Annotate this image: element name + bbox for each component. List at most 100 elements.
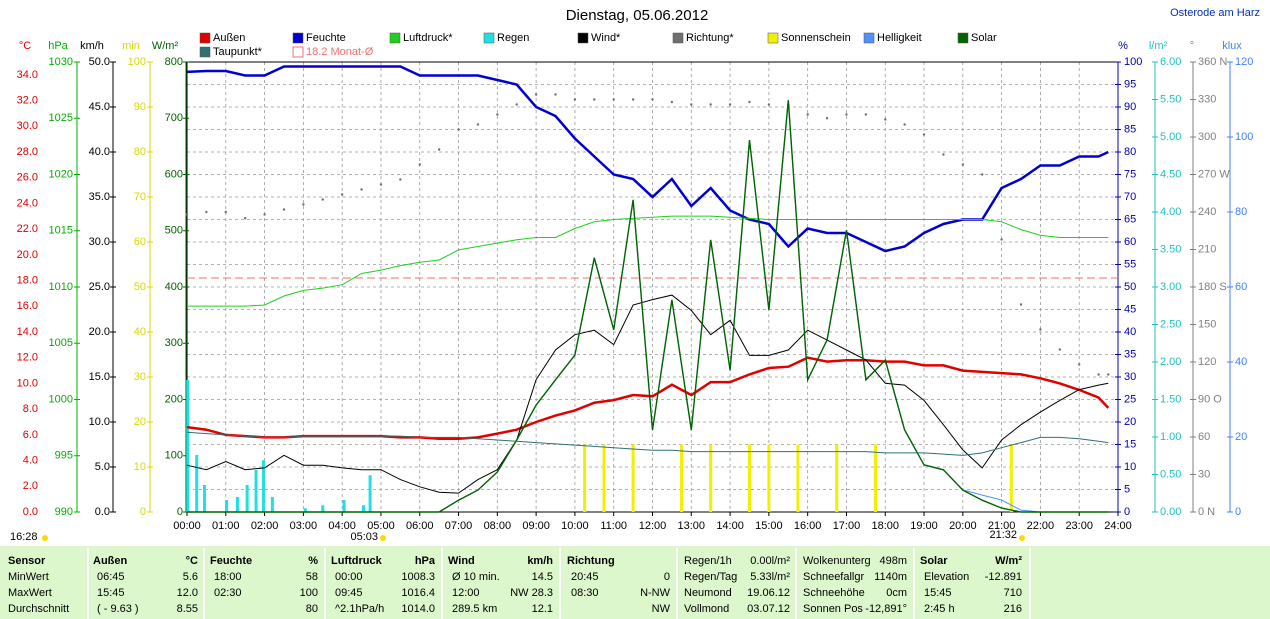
y-tick-label: 100 bbox=[1124, 56, 1142, 68]
point bbox=[534, 93, 538, 96]
y-tick-label: 2.0 bbox=[23, 480, 38, 492]
y-tick-label: 60 bbox=[1198, 431, 1210, 443]
y-tick-label: 100 bbox=[128, 56, 146, 68]
cell: 19.06.12 bbox=[747, 587, 790, 599]
x-tick-label: 03:00 bbox=[290, 520, 318, 532]
y-tick-label: 150 bbox=[1198, 318, 1216, 330]
x-tick-label: 10:00 bbox=[561, 520, 589, 532]
y-tick-label: 8.0 bbox=[23, 403, 38, 415]
y-tick-label: 90 bbox=[1124, 101, 1136, 113]
bar bbox=[245, 485, 249, 512]
cell: 02:30 bbox=[214, 587, 242, 599]
y-tick-label: 1010 bbox=[49, 281, 73, 293]
y-tick-label: 5 bbox=[1124, 483, 1130, 495]
legend-label: Richtung* bbox=[686, 32, 734, 44]
legend-swatch bbox=[292, 32, 304, 44]
x-tick-label: 20:00 bbox=[949, 520, 977, 532]
y-tick-label: 10.0 bbox=[17, 377, 38, 389]
cell: 08:30 bbox=[571, 587, 599, 599]
y-tick-label: 60 bbox=[1124, 236, 1136, 248]
y-tick-label: 60 bbox=[1235, 281, 1247, 293]
column-unit: hPa bbox=[415, 555, 436, 567]
legend-label: Sonnenschein bbox=[781, 32, 851, 44]
x-tick-label: 17:00 bbox=[833, 520, 861, 532]
y-tick-label: 2.50 bbox=[1160, 318, 1181, 330]
y-tick-label: 70 bbox=[134, 191, 146, 203]
y-tick-label: 55 bbox=[1124, 258, 1136, 270]
point bbox=[496, 113, 499, 116]
point bbox=[845, 113, 848, 116]
point bbox=[1019, 303, 1023, 306]
point bbox=[728, 103, 732, 106]
cell: 20:45 bbox=[571, 571, 599, 583]
x-tick-label: 22:00 bbox=[1027, 520, 1055, 532]
bar bbox=[202, 485, 206, 512]
y-tick-label: 20 bbox=[1235, 431, 1247, 443]
x-tick-label: 16:00 bbox=[794, 520, 822, 532]
point bbox=[806, 113, 809, 116]
y-tick-label: 30 bbox=[1198, 468, 1210, 480]
cell: 14.5 bbox=[532, 571, 553, 583]
bar bbox=[583, 444, 587, 512]
point bbox=[205, 210, 208, 214]
sun-icon bbox=[1019, 535, 1025, 541]
point bbox=[282, 208, 286, 211]
y-tick-label: 1020 bbox=[49, 168, 73, 180]
y-tick-label: 330 bbox=[1198, 93, 1216, 105]
y-tick-label: 65 bbox=[1124, 213, 1136, 225]
y-tick-label: 45 bbox=[1124, 303, 1136, 315]
cell: 710 bbox=[1004, 587, 1022, 599]
legend-swatch bbox=[199, 46, 211, 58]
y-tick-label: 80 bbox=[134, 146, 146, 158]
series-line bbox=[186, 294, 1109, 494]
y-tick-label: 45.0 bbox=[89, 101, 110, 113]
y-tick-label: 6.0 bbox=[23, 429, 38, 441]
cell: 100 bbox=[300, 587, 318, 599]
cell: Wolkenunterg bbox=[803, 555, 871, 567]
bar bbox=[342, 500, 346, 512]
y-tick-label: 95 bbox=[1124, 78, 1136, 90]
y-tick-label: 1025 bbox=[49, 112, 73, 124]
y-tick-label: 120 bbox=[1198, 356, 1216, 368]
y-tick-label: 50 bbox=[1124, 281, 1136, 293]
x-tick-label: 24:00 bbox=[1104, 520, 1132, 532]
y-tick-label: 5.00 bbox=[1160, 131, 1181, 143]
cell: 5.33l/m² bbox=[750, 571, 790, 583]
y-tick-label: 300 bbox=[165, 337, 183, 349]
x-tick-label: 05:00 bbox=[367, 520, 395, 532]
cell: 1014.0 bbox=[401, 603, 435, 615]
column-header: Richtung bbox=[567, 555, 615, 567]
y-tick-label: 5.0 bbox=[95, 461, 110, 473]
y-tick-label: 995 bbox=[55, 450, 73, 462]
cell: Regen/Tag bbox=[684, 571, 737, 583]
point bbox=[825, 117, 829, 120]
point bbox=[961, 163, 965, 166]
point bbox=[1097, 373, 1100, 376]
cell: 498m bbox=[879, 555, 907, 567]
cell: 15:45 bbox=[97, 587, 125, 599]
bar bbox=[680, 444, 684, 512]
y-tick-label: 240 bbox=[1198, 206, 1216, 218]
cell: 06:45 bbox=[97, 571, 125, 583]
x-tick-label: 11:00 bbox=[600, 520, 627, 532]
y-tick-label: 1000 bbox=[49, 393, 73, 405]
point bbox=[922, 133, 926, 136]
y-tick-label: 700 bbox=[165, 112, 183, 124]
y-tick-label: 0 bbox=[140, 506, 146, 518]
bar bbox=[874, 444, 878, 512]
y-tick-label: 40 bbox=[134, 326, 146, 338]
y-tick-label: 400 bbox=[165, 281, 183, 293]
x-tick-label: 12:00 bbox=[639, 520, 667, 532]
y-tick-label: 600 bbox=[165, 168, 183, 180]
y-tick-label: 15 bbox=[1124, 438, 1136, 450]
bar bbox=[1009, 444, 1013, 512]
y-tick-label: 35.0 bbox=[89, 191, 110, 203]
y-tick-label: 30 bbox=[134, 371, 146, 383]
y-tick-label: 20.0 bbox=[17, 249, 38, 261]
y-tick-label: 10 bbox=[134, 461, 146, 473]
column-unit: km/h bbox=[527, 555, 553, 567]
y-tick-label: 60 bbox=[134, 236, 146, 248]
y-tick-label: 24.0 bbox=[17, 197, 38, 209]
point bbox=[864, 113, 868, 116]
